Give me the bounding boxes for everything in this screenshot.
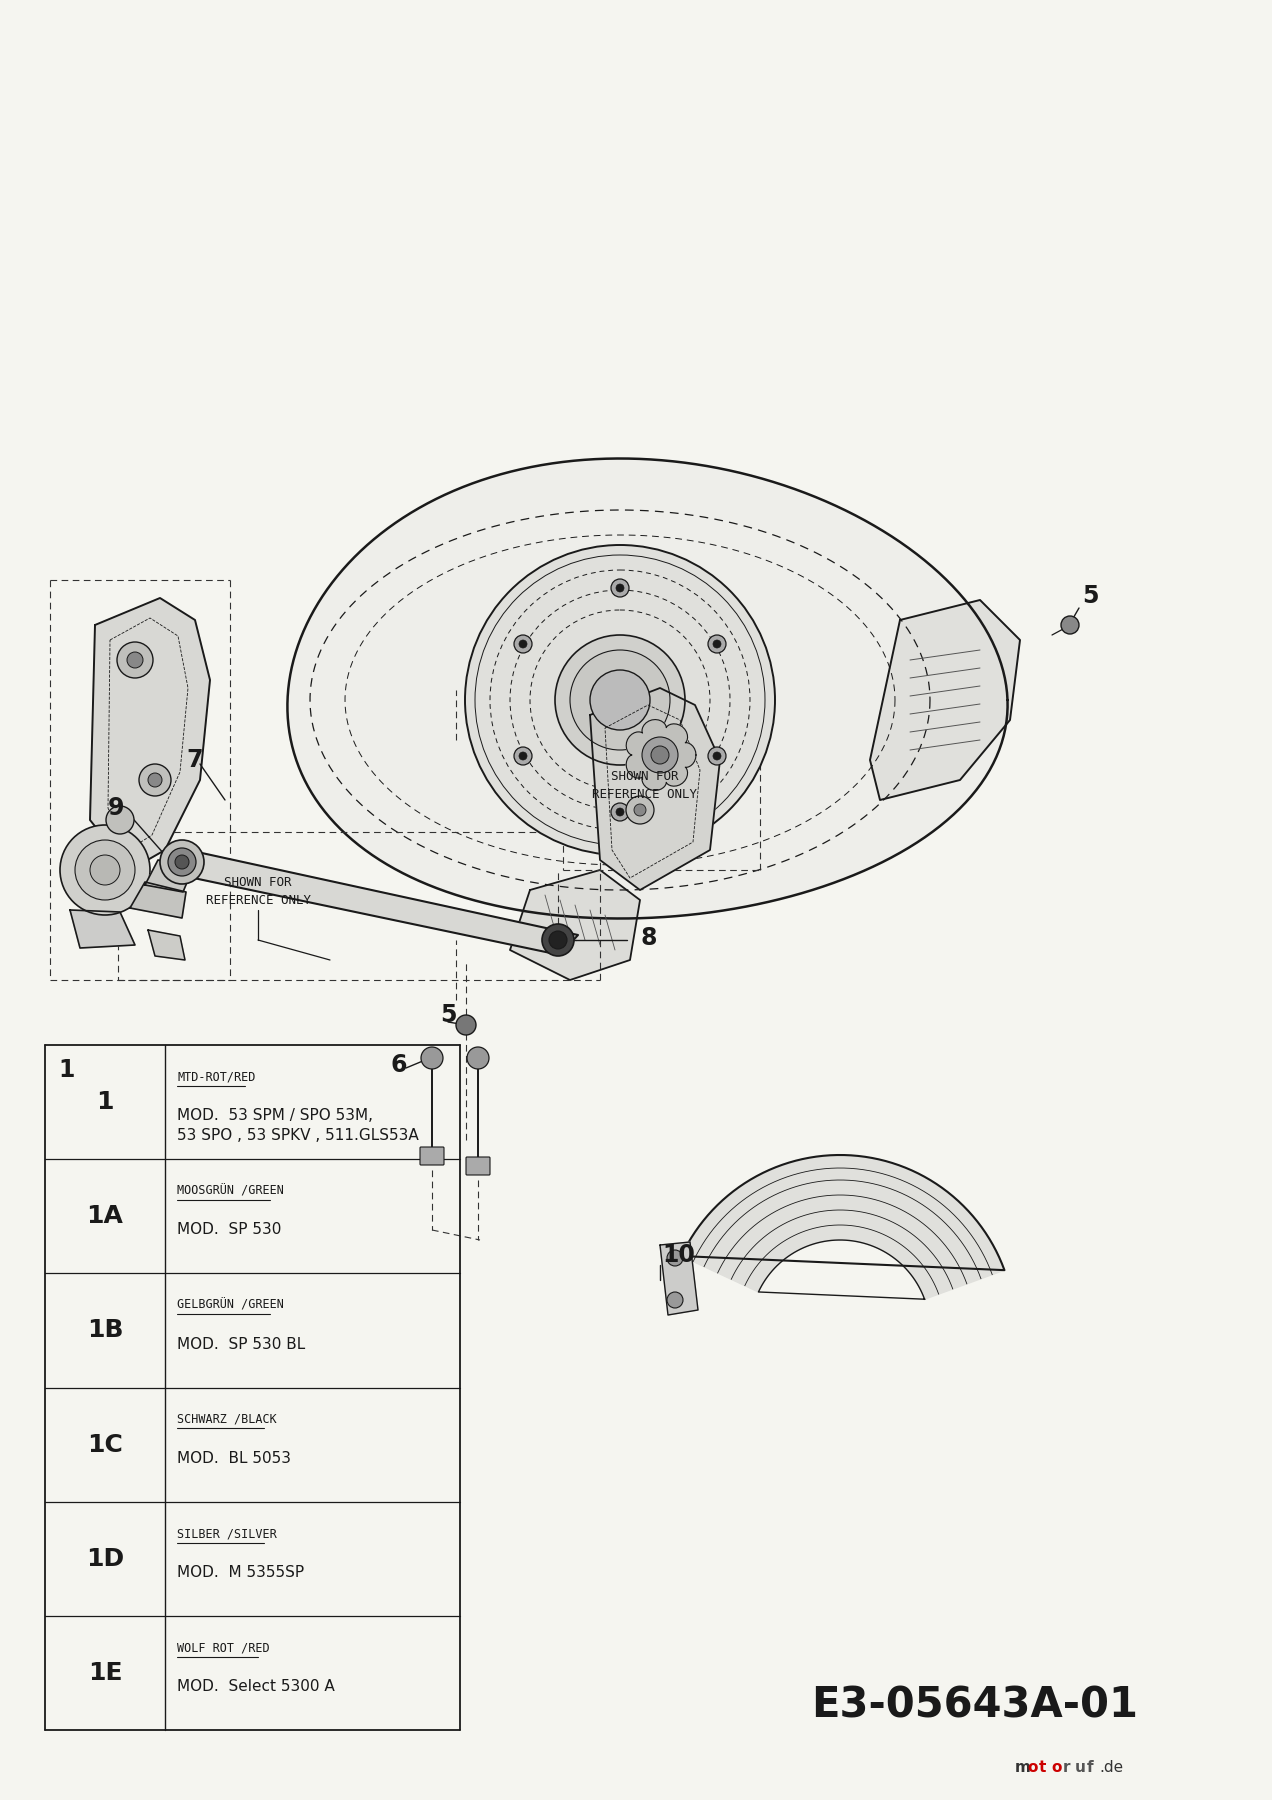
- Circle shape: [626, 796, 654, 824]
- Polygon shape: [510, 869, 640, 979]
- Text: MOD.  SP 530 BL: MOD. SP 530 BL: [177, 1337, 305, 1352]
- Circle shape: [633, 805, 646, 815]
- Text: WOLF ROT /RED: WOLF ROT /RED: [177, 1642, 270, 1654]
- Polygon shape: [682, 1156, 1005, 1300]
- Text: u: u: [1075, 1760, 1086, 1775]
- Text: MOD.  Select 5300 A: MOD. Select 5300 A: [177, 1679, 335, 1694]
- Circle shape: [590, 670, 650, 731]
- Circle shape: [160, 841, 204, 884]
- Text: MTD-ROT/RED: MTD-ROT/RED: [177, 1071, 256, 1084]
- Circle shape: [514, 747, 532, 765]
- Text: 1: 1: [97, 1091, 113, 1114]
- Polygon shape: [626, 720, 696, 790]
- Polygon shape: [130, 882, 186, 918]
- Circle shape: [642, 736, 678, 772]
- Text: 1C: 1C: [86, 1433, 123, 1456]
- Text: SHOWN FOR
REFERENCE ONLY: SHOWN FOR REFERENCE ONLY: [206, 877, 310, 907]
- Circle shape: [90, 855, 120, 886]
- Text: o: o: [1027, 1760, 1038, 1775]
- Polygon shape: [70, 911, 135, 949]
- Circle shape: [611, 803, 628, 821]
- Circle shape: [127, 652, 142, 668]
- Text: 7: 7: [186, 749, 202, 772]
- Polygon shape: [590, 688, 720, 889]
- Circle shape: [148, 772, 162, 787]
- Text: 53 SPO , 53 SPKV , 511.GLS53A: 53 SPO , 53 SPKV , 511.GLS53A: [177, 1129, 418, 1143]
- Text: SCHWARZ /BLACK: SCHWARZ /BLACK: [177, 1413, 277, 1426]
- Polygon shape: [870, 599, 1020, 799]
- Circle shape: [466, 545, 775, 855]
- Circle shape: [542, 923, 574, 956]
- Circle shape: [106, 806, 134, 833]
- Polygon shape: [148, 931, 184, 959]
- Text: 1D: 1D: [86, 1546, 125, 1571]
- Circle shape: [514, 635, 532, 653]
- Circle shape: [550, 931, 567, 949]
- Text: 10: 10: [661, 1244, 695, 1267]
- Circle shape: [467, 1048, 488, 1069]
- Polygon shape: [660, 1242, 698, 1316]
- Polygon shape: [165, 850, 577, 956]
- Text: f: f: [1088, 1760, 1094, 1775]
- FancyBboxPatch shape: [420, 1147, 444, 1165]
- Polygon shape: [287, 459, 1007, 918]
- Circle shape: [1061, 616, 1079, 634]
- Text: SHOWN FOR
REFERENCE ONLY: SHOWN FOR REFERENCE ONLY: [593, 770, 697, 801]
- Text: 1B: 1B: [86, 1318, 123, 1343]
- Circle shape: [667, 1292, 683, 1309]
- Text: 5: 5: [1082, 583, 1099, 608]
- Circle shape: [709, 747, 726, 765]
- Circle shape: [60, 824, 150, 914]
- Text: MOD.  BL 5053: MOD. BL 5053: [177, 1451, 291, 1465]
- Text: 1A: 1A: [86, 1204, 123, 1228]
- Text: 8: 8: [640, 925, 656, 950]
- Circle shape: [117, 643, 153, 679]
- Circle shape: [75, 841, 135, 900]
- Circle shape: [168, 848, 196, 877]
- Text: t: t: [1039, 1760, 1047, 1775]
- Text: 9: 9: [108, 796, 125, 821]
- Circle shape: [714, 752, 721, 760]
- Circle shape: [519, 641, 527, 648]
- Circle shape: [519, 752, 527, 760]
- Text: 5: 5: [440, 1003, 457, 1028]
- Text: MOOSGRÜN /GREEN: MOOSGRÜN /GREEN: [177, 1184, 284, 1197]
- Text: MOD.  53 SPM / SPO 53M,: MOD. 53 SPM / SPO 53M,: [177, 1109, 373, 1123]
- FancyBboxPatch shape: [466, 1157, 490, 1175]
- Text: 6: 6: [391, 1053, 407, 1076]
- Polygon shape: [145, 860, 193, 893]
- Text: MOD.  M 5355SP: MOD. M 5355SP: [177, 1564, 304, 1580]
- Text: MOD.  SP 530: MOD. SP 530: [177, 1222, 281, 1237]
- Circle shape: [421, 1048, 443, 1069]
- Circle shape: [616, 808, 625, 815]
- Circle shape: [139, 763, 170, 796]
- Circle shape: [714, 641, 721, 648]
- Circle shape: [611, 580, 628, 598]
- Text: m: m: [1015, 1760, 1030, 1775]
- Text: o: o: [1051, 1760, 1061, 1775]
- Circle shape: [555, 635, 686, 765]
- Circle shape: [651, 745, 669, 763]
- Text: E3-05643A-01: E3-05643A-01: [812, 1685, 1138, 1726]
- Circle shape: [709, 635, 726, 653]
- Text: 1E: 1E: [88, 1661, 122, 1685]
- Circle shape: [176, 855, 190, 869]
- Text: r: r: [1063, 1760, 1071, 1775]
- Circle shape: [667, 1249, 683, 1265]
- Text: .de: .de: [1099, 1760, 1123, 1775]
- Text: GELBGRÜN /GREEN: GELBGRÜN /GREEN: [177, 1300, 284, 1312]
- Circle shape: [570, 650, 670, 751]
- Polygon shape: [90, 598, 210, 869]
- Text: SILBER /SILVER: SILBER /SILVER: [177, 1526, 277, 1541]
- Circle shape: [455, 1015, 476, 1035]
- Text: 1: 1: [59, 1058, 74, 1082]
- Circle shape: [616, 583, 625, 592]
